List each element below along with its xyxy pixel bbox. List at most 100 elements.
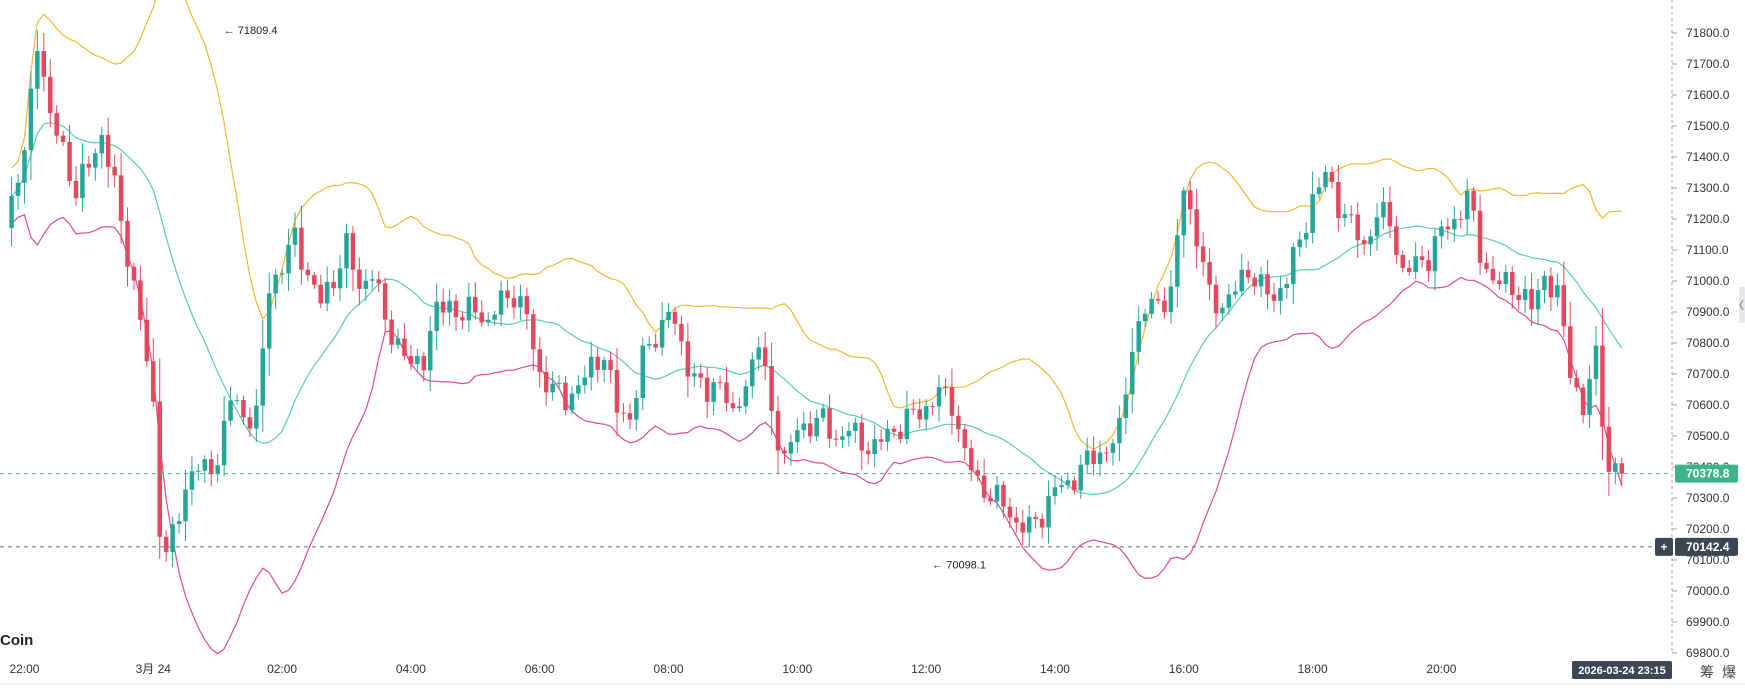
candle-body[interactable] bbox=[1303, 232, 1309, 240]
candle-body[interactable] bbox=[762, 347, 768, 367]
candle-body[interactable] bbox=[47, 76, 53, 114]
candle-body[interactable] bbox=[1213, 284, 1219, 314]
candle-body[interactable] bbox=[492, 314, 497, 320]
candle-body[interactable] bbox=[788, 442, 794, 454]
candle-body[interactable] bbox=[698, 373, 703, 378]
candle-body[interactable] bbox=[228, 400, 233, 421]
candle-body[interactable] bbox=[1336, 182, 1341, 219]
candle-body[interactable] bbox=[447, 300, 452, 313]
candle-body[interactable] bbox=[112, 166, 117, 176]
candle-body[interactable] bbox=[337, 268, 343, 289]
candle-body[interactable] bbox=[382, 283, 388, 320]
candle-body[interactable] bbox=[402, 338, 407, 356]
candle-body[interactable] bbox=[35, 51, 40, 89]
candle-body[interactable] bbox=[750, 359, 755, 387]
candle-body[interactable] bbox=[324, 281, 330, 304]
candle-body[interactable] bbox=[859, 422, 865, 451]
candle-body[interactable] bbox=[795, 430, 800, 443]
candle-body[interactable] bbox=[814, 417, 819, 437]
candle-body[interactable] bbox=[305, 269, 311, 276]
candle-body[interactable] bbox=[1439, 226, 1444, 237]
candle-body[interactable] bbox=[943, 387, 948, 389]
candle-body[interactable] bbox=[1084, 450, 1090, 465]
candle-body[interactable] bbox=[312, 275, 317, 285]
candle-body[interactable] bbox=[1104, 452, 1109, 454]
candle-body[interactable] bbox=[872, 439, 877, 455]
candle-body[interactable] bbox=[1297, 239, 1302, 248]
candle-body[interactable] bbox=[440, 301, 446, 313]
candle-body[interactable] bbox=[1477, 210, 1483, 263]
candle-body[interactable] bbox=[273, 274, 278, 294]
candle-body[interactable] bbox=[1155, 298, 1161, 301]
candle-body[interactable] bbox=[350, 233, 356, 270]
candle-body[interactable] bbox=[878, 439, 884, 442]
candle-body[interactable] bbox=[775, 410, 781, 451]
candle-body[interactable] bbox=[473, 296, 478, 313]
candle-body[interactable] bbox=[485, 319, 491, 323]
candle-body[interactable] bbox=[904, 408, 910, 440]
candle-body[interactable] bbox=[125, 220, 130, 267]
candle-body[interactable] bbox=[215, 465, 220, 475]
candle-body[interactable] bbox=[1117, 418, 1122, 444]
candle-body[interactable] bbox=[286, 244, 291, 274]
candle-body[interactable] bbox=[801, 423, 807, 431]
candle-body[interactable] bbox=[247, 417, 253, 429]
candle-body[interactable] bbox=[453, 300, 459, 318]
candle-body[interactable] bbox=[563, 382, 568, 411]
candle-body[interactable] bbox=[1110, 443, 1116, 453]
candle-body[interactable] bbox=[299, 227, 304, 270]
candle-body[interactable] bbox=[582, 377, 588, 386]
candle-body[interactable] bbox=[1078, 464, 1083, 491]
candle-body[interactable] bbox=[9, 195, 14, 228]
candle-body[interactable] bbox=[756, 347, 761, 360]
candle-body[interactable] bbox=[376, 279, 381, 284]
candle-body[interactable] bbox=[1194, 209, 1199, 247]
candle-body[interactable] bbox=[737, 406, 742, 409]
candle-body[interactable] bbox=[769, 366, 774, 411]
candle-body[interactable] bbox=[344, 233, 349, 269]
candle-body[interactable] bbox=[1471, 190, 1476, 211]
candle-body[interactable] bbox=[1432, 236, 1438, 272]
candle-body[interactable] bbox=[1059, 485, 1064, 488]
time-axis[interactable]: 22:00 3月 24 02:00 04:00 06:00 08:00 10:00 12:00… bbox=[9, 662, 1456, 676]
candle-body[interactable] bbox=[1291, 247, 1296, 285]
candle-body[interactable] bbox=[1258, 274, 1264, 287]
candle-body[interactable] bbox=[389, 319, 394, 345]
candle-body[interactable] bbox=[1278, 288, 1283, 301]
candle-body[interactable] bbox=[22, 150, 27, 183]
candle-body[interactable] bbox=[1284, 284, 1290, 289]
candle-body[interactable] bbox=[589, 356, 594, 378]
candle-body[interactable] bbox=[608, 360, 613, 370]
candle-body[interactable] bbox=[827, 408, 832, 439]
candle-body[interactable] bbox=[1091, 450, 1096, 465]
candle-body[interactable] bbox=[196, 470, 201, 472]
candle-body[interactable] bbox=[498, 290, 504, 315]
candle-body[interactable] bbox=[1245, 269, 1251, 278]
candle-body[interactable] bbox=[524, 296, 530, 315]
candle-body[interactable] bbox=[666, 311, 671, 321]
candle-body[interactable] bbox=[621, 412, 626, 414]
candle-body[interactable] bbox=[1136, 321, 1141, 352]
candle-body[interactable] bbox=[183, 489, 188, 522]
candle-body[interactable] bbox=[1323, 172, 1328, 188]
candle-body[interactable] bbox=[1181, 190, 1187, 236]
candle-body[interactable] bbox=[1548, 275, 1554, 298]
candle-body[interactable] bbox=[1220, 307, 1225, 314]
candle-body[interactable] bbox=[266, 293, 272, 349]
candle-body[interactable] bbox=[659, 320, 665, 348]
candle-body[interactable] bbox=[1329, 172, 1335, 183]
candle-body[interactable] bbox=[1606, 426, 1612, 472]
candle-body[interactable] bbox=[1522, 288, 1528, 301]
candle-body[interactable] bbox=[898, 431, 903, 440]
candle-body[interactable] bbox=[105, 134, 111, 167]
candle-body[interactable] bbox=[846, 430, 852, 437]
candle-body[interactable] bbox=[1445, 226, 1451, 230]
candle-body[interactable] bbox=[807, 423, 813, 437]
candle-body[interactable] bbox=[202, 459, 208, 471]
candle-body[interactable] bbox=[1587, 379, 1592, 415]
candle-body[interactable] bbox=[949, 387, 955, 416]
candle-body[interactable] bbox=[241, 400, 246, 418]
candle-body[interactable] bbox=[936, 387, 942, 407]
candle-body[interactable] bbox=[1033, 516, 1038, 519]
candle-body[interactable] bbox=[981, 475, 987, 498]
